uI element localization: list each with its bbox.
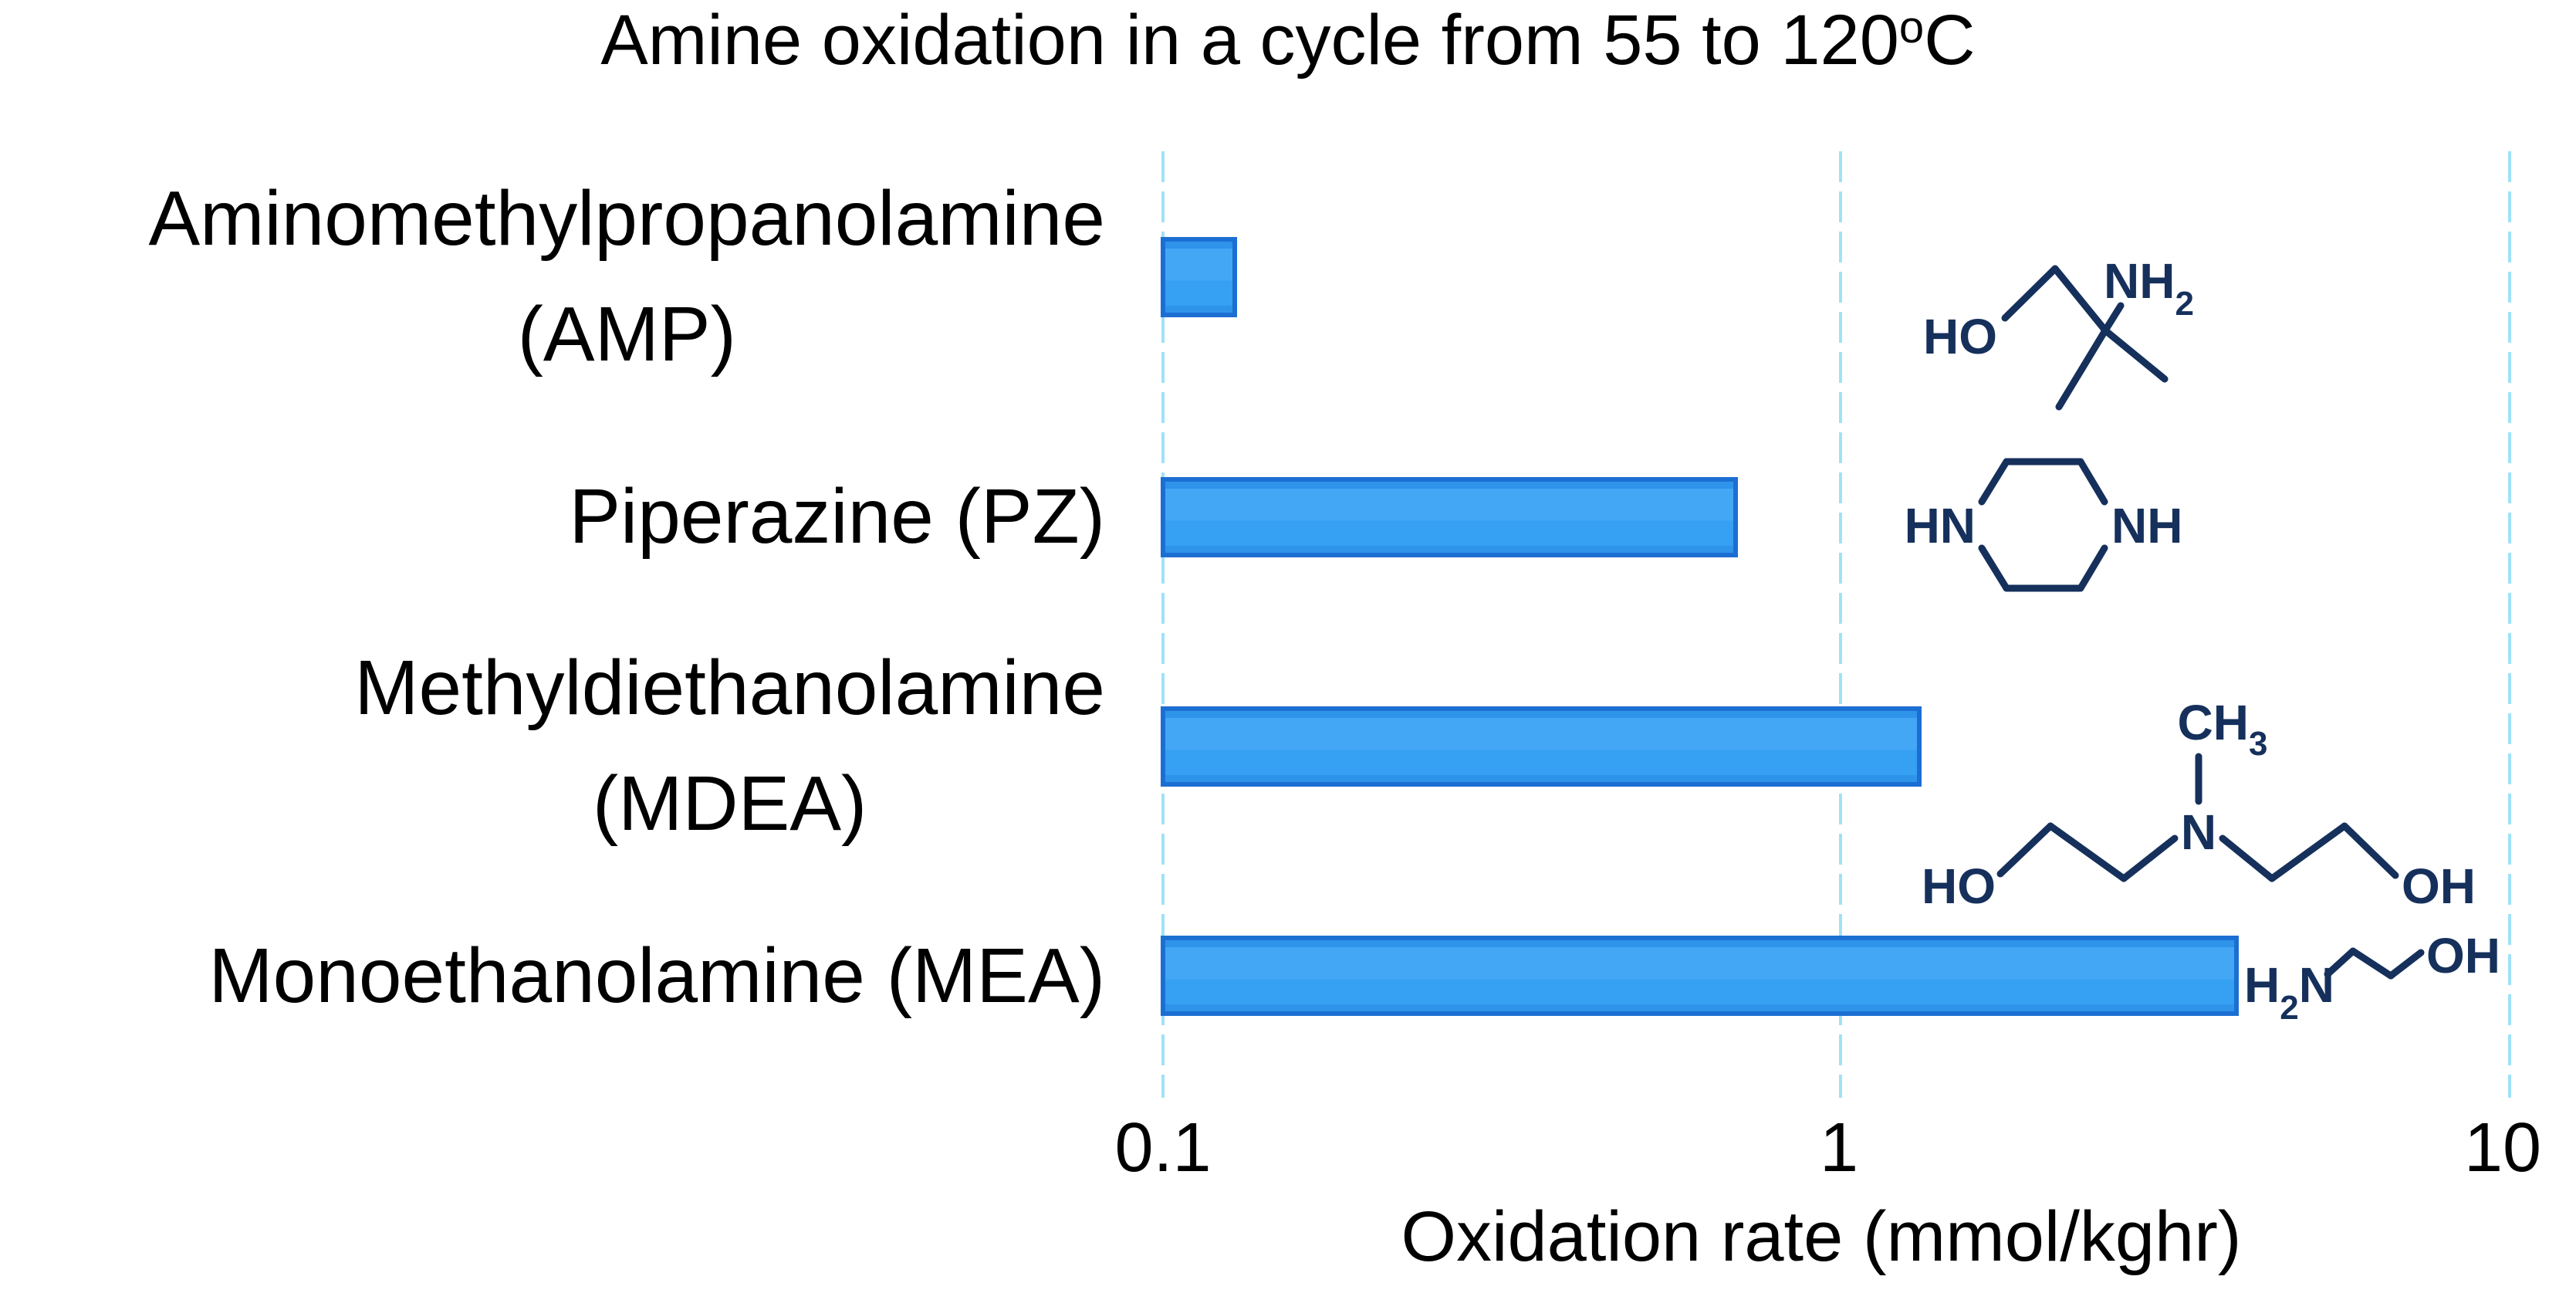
bond <box>2047 822 2128 882</box>
atom-label-nh2: NH2 <box>2104 253 2194 323</box>
category-label-mdea: Methyldiethanolamine (MDEA) <box>0 630 1105 862</box>
ring-bond <box>2077 544 2108 592</box>
x-tick-10: 10 <box>2463 1109 2542 1187</box>
bond <box>2051 265 2109 334</box>
gridline-0.1 <box>1161 151 1165 1098</box>
chart-title-unit: C <box>1924 1 1976 80</box>
bond <box>2387 949 2425 980</box>
bond <box>1996 822 2054 878</box>
bond <box>2120 835 2179 882</box>
category-label-amp-line2: (AMP) <box>517 291 736 377</box>
chart-title-text: Amine oxidation in a cycle from 55 to 12… <box>600 1 1899 80</box>
category-label-mea: Monoethanolamine (MEA) <box>0 918 1105 1034</box>
chart-title: Amine oxidation in a cycle from 55 to 12… <box>0 1 2576 80</box>
bond <box>2219 835 2276 882</box>
ring-bond <box>2077 458 2108 506</box>
structure-pz: HN NH <box>1905 458 2182 592</box>
category-label-mdea-line2: (MDEA) <box>592 760 867 847</box>
bond <box>2055 327 2109 411</box>
bond <box>2268 822 2348 882</box>
atom-label-oh: OH <box>2402 858 2476 914</box>
atom-label-h2n: H2N <box>2244 957 2334 1027</box>
structure-mdea: CH3 N HO OH <box>1922 695 2476 914</box>
bond <box>2349 947 2395 980</box>
x-axis-label: Oxidation rate (mmol/kghr) <box>1401 1197 2242 1276</box>
bar-amp <box>1161 237 1237 317</box>
atom-label-ho: HO <box>1923 309 1997 364</box>
bar-mdea <box>1161 706 1922 787</box>
bar-mea <box>1161 936 2239 1016</box>
atom-label-nh: NH <box>2111 498 2182 554</box>
ring-bond <box>1978 458 2010 506</box>
atom-label-ch3: CH3 <box>2178 695 2268 763</box>
bar-pz <box>1161 477 1738 557</box>
bond <box>2324 947 2357 978</box>
category-label-mdea-line1: Methyldiethanolamine <box>354 645 1105 731</box>
bond <box>2001 265 2059 322</box>
bond <box>2101 327 2169 383</box>
structure-mea: H2N OH <box>2244 928 2500 1027</box>
gridline-10 <box>2508 151 2511 1098</box>
atom-label-n: N <box>2181 804 2216 860</box>
ring-bond <box>1978 544 2010 592</box>
category-label-mea-line1: Monoethanolamine (MEA) <box>208 933 1105 1019</box>
category-label-pz: Piperazine (PZ) <box>0 459 1105 574</box>
atom-label-ho: HO <box>1922 858 1996 914</box>
gridline-1 <box>1839 151 1842 1098</box>
bond <box>2341 822 2399 879</box>
category-label-amp: Aminomethylpropanolamine (AMP) <box>0 161 1105 392</box>
atom-label-oh: OH <box>2426 928 2500 983</box>
bond <box>2101 302 2125 334</box>
x-tick-1: 1 <box>1819 1109 1859 1187</box>
x-tick-0.1: 0.1 <box>1114 1109 1212 1187</box>
category-label-amp-line1: Aminomethylpropanolamine <box>148 175 1105 262</box>
chart-title-superscript: o <box>1898 2 1925 52</box>
structure-amp: HO NH2 <box>1923 253 2194 411</box>
category-label-pz-line1: Piperazine (PZ) <box>569 473 1105 560</box>
atom-label-hn: HN <box>1905 498 1976 554</box>
